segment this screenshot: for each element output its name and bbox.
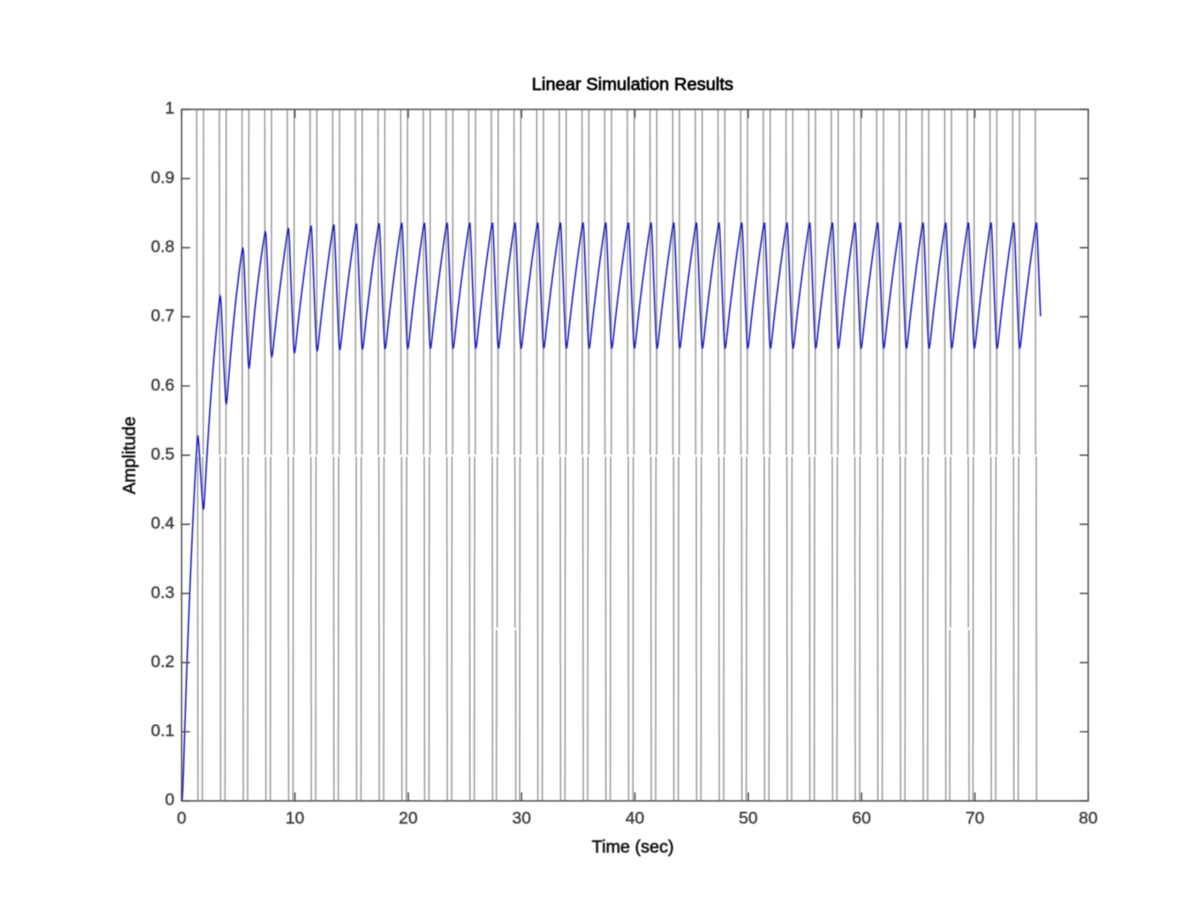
svg-text:0.6: 0.6 bbox=[151, 375, 175, 394]
svg-text:50: 50 bbox=[739, 809, 758, 828]
svg-text:20: 20 bbox=[399, 809, 418, 828]
svg-text:Time (sec): Time (sec) bbox=[592, 836, 674, 856]
svg-text:0.9: 0.9 bbox=[151, 168, 175, 187]
svg-text:1: 1 bbox=[165, 99, 174, 118]
svg-text:Linear Simulation Results: Linear Simulation Results bbox=[532, 74, 734, 94]
svg-text:10: 10 bbox=[285, 809, 304, 828]
svg-text:0.1: 0.1 bbox=[151, 721, 175, 740]
svg-text:30: 30 bbox=[512, 809, 531, 828]
svg-text:0.2: 0.2 bbox=[151, 652, 175, 671]
svg-text:0: 0 bbox=[165, 790, 174, 809]
svg-text:0.3: 0.3 bbox=[151, 583, 175, 602]
svg-text:0.4: 0.4 bbox=[151, 514, 175, 533]
svg-text:60: 60 bbox=[852, 809, 871, 828]
svg-text:Amplitude: Amplitude bbox=[119, 416, 139, 494]
svg-text:80: 80 bbox=[1079, 809, 1098, 828]
svg-text:70: 70 bbox=[965, 809, 984, 828]
svg-text:0.7: 0.7 bbox=[151, 306, 175, 325]
svg-text:0.8: 0.8 bbox=[151, 237, 175, 256]
svg-text:0: 0 bbox=[177, 809, 186, 828]
svg-text:40: 40 bbox=[625, 809, 644, 828]
svg-text:0.5: 0.5 bbox=[151, 444, 175, 463]
